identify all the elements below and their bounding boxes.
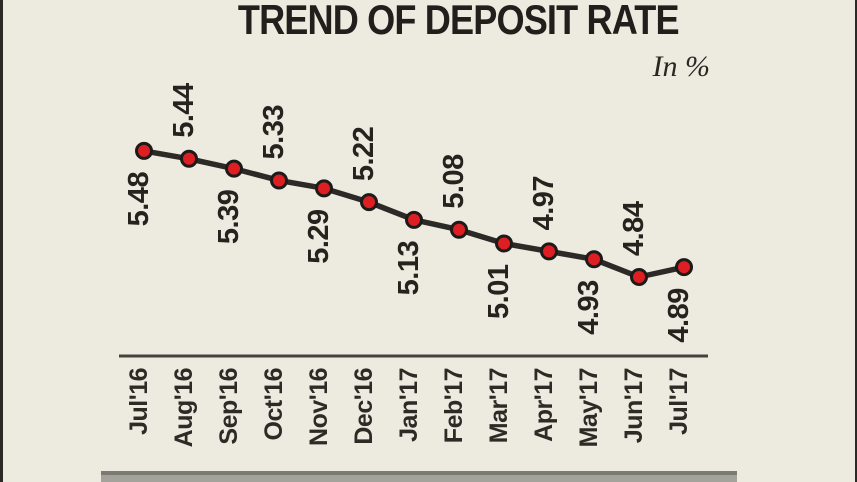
left-border [0, 0, 3, 482]
data-point-marker [585, 250, 603, 269]
data-point-marker [360, 193, 378, 212]
value-label: 5.33 [258, 105, 290, 160]
category-label: Apr'17 [530, 368, 558, 442]
value-label: 4.89 [663, 288, 695, 343]
data-point-marker [225, 159, 243, 178]
data-point-marker [315, 179, 333, 198]
value-label: 5.29 [303, 209, 335, 264]
category-label: Sep'16 [215, 368, 243, 445]
value-label: 5.13 [393, 241, 425, 296]
data-point-marker [180, 149, 198, 168]
footer-bar [101, 475, 737, 482]
value-label: 5.48 [123, 172, 155, 227]
right-border [855, 0, 857, 482]
category-label: Dec'16 [350, 368, 378, 445]
category-label: Nov'16 [305, 368, 333, 446]
footer-bar-edge [101, 471, 737, 475]
unit-label: In % [652, 50, 710, 83]
value-label: 5.08 [438, 154, 470, 209]
data-point-marker [675, 258, 693, 277]
category-label: Mar'17 [485, 368, 513, 443]
category-label: Aug'16 [170, 368, 198, 447]
data-point-marker [450, 220, 468, 239]
category-label: Jun'17 [620, 368, 648, 443]
data-point-marker [270, 171, 288, 190]
value-label: 5.39 [213, 189, 245, 244]
value-label: 5.22 [348, 127, 380, 181]
category-label: Oct'16 [260, 368, 288, 440]
value-label: 4.93 [573, 280, 605, 335]
category-label: Feb'17 [440, 368, 468, 443]
category-label: Jan'17 [395, 368, 423, 442]
category-label: May'17 [575, 368, 603, 447]
data-point-marker [405, 210, 423, 229]
data-point-marker [495, 234, 513, 253]
data-point-marker [135, 141, 153, 160]
value-label: 4.97 [528, 176, 560, 230]
value-label: 5.44 [168, 83, 200, 138]
page-title: TREND OF DEPOSIT RATE [60, 0, 857, 42]
category-label: Jul'16 [125, 368, 153, 435]
data-point-marker [540, 242, 558, 261]
value-label: 5.01 [483, 264, 515, 319]
page-title-text: TREND OF DEPOSIT RATE [238, 0, 680, 43]
value-label: 4.84 [618, 201, 650, 256]
category-label: Jul'17 [665, 368, 693, 435]
data-point-marker [630, 268, 648, 286]
